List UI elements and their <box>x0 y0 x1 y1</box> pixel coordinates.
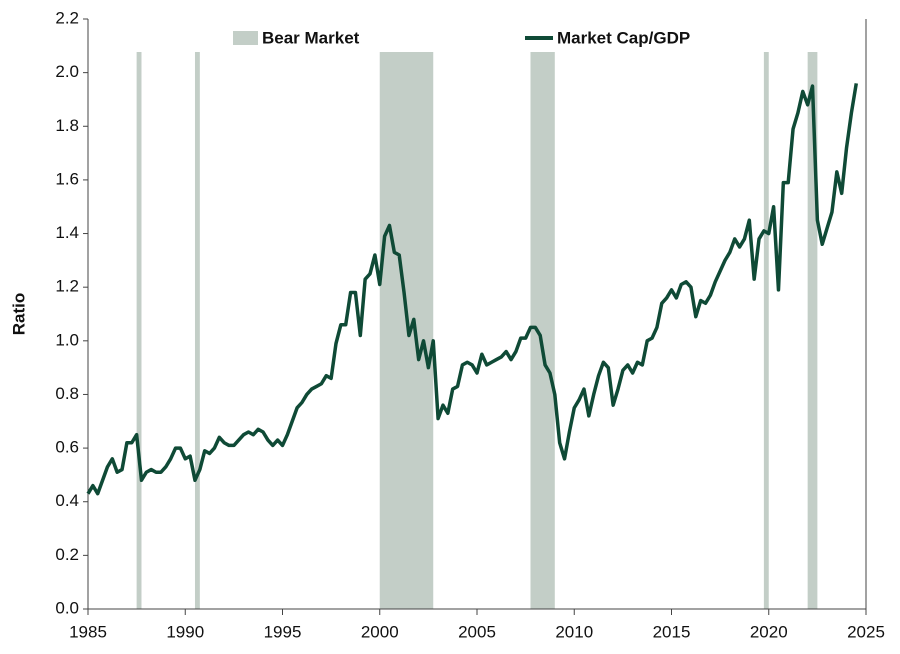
bear-market-span <box>136 52 142 609</box>
y-tick-label: 2.2 <box>55 8 79 27</box>
y-tick-label: 1.8 <box>55 116 79 135</box>
bear-market-span <box>530 52 555 609</box>
y-tick-label: 0.4 <box>55 491 79 510</box>
y-tick-label: 0.6 <box>55 438 79 457</box>
x-tick-label: 2000 <box>361 622 399 641</box>
bear-market-span <box>807 52 818 609</box>
series-line <box>86 83 859 496</box>
x-tick-label: 2025 <box>847 622 885 641</box>
legend-label: Market Cap/GDP <box>557 28 690 47</box>
bear-market-span <box>763 52 769 609</box>
x-tick-label: 1990 <box>166 622 204 641</box>
y-tick-label: 0.8 <box>55 384 79 403</box>
bear-market-span <box>379 52 434 609</box>
y-tick-label: 0.2 <box>55 545 79 564</box>
x-tick-label: 1985 <box>69 622 107 641</box>
x-tick-label: 2005 <box>458 622 496 641</box>
x-tick-label: 1995 <box>264 622 302 641</box>
bear-market-span <box>194 52 200 609</box>
y-tick-label: 0.0 <box>55 598 79 617</box>
legend-label: Bear Market <box>262 28 360 47</box>
x-tick-label: 2020 <box>750 622 788 641</box>
y-axis-label: Ratio <box>9 293 28 336</box>
y-tick-label: 1.0 <box>55 330 79 349</box>
x-tick-label: 2015 <box>653 622 691 641</box>
legend-swatch <box>233 31 258 45</box>
y-tick-label: 1.4 <box>55 223 79 242</box>
y-tick-label: 1.6 <box>55 169 79 188</box>
y-tick-label: 2.0 <box>55 62 79 81</box>
x-tick-label: 2010 <box>555 622 593 641</box>
y-tick-label: 1.2 <box>55 277 79 296</box>
